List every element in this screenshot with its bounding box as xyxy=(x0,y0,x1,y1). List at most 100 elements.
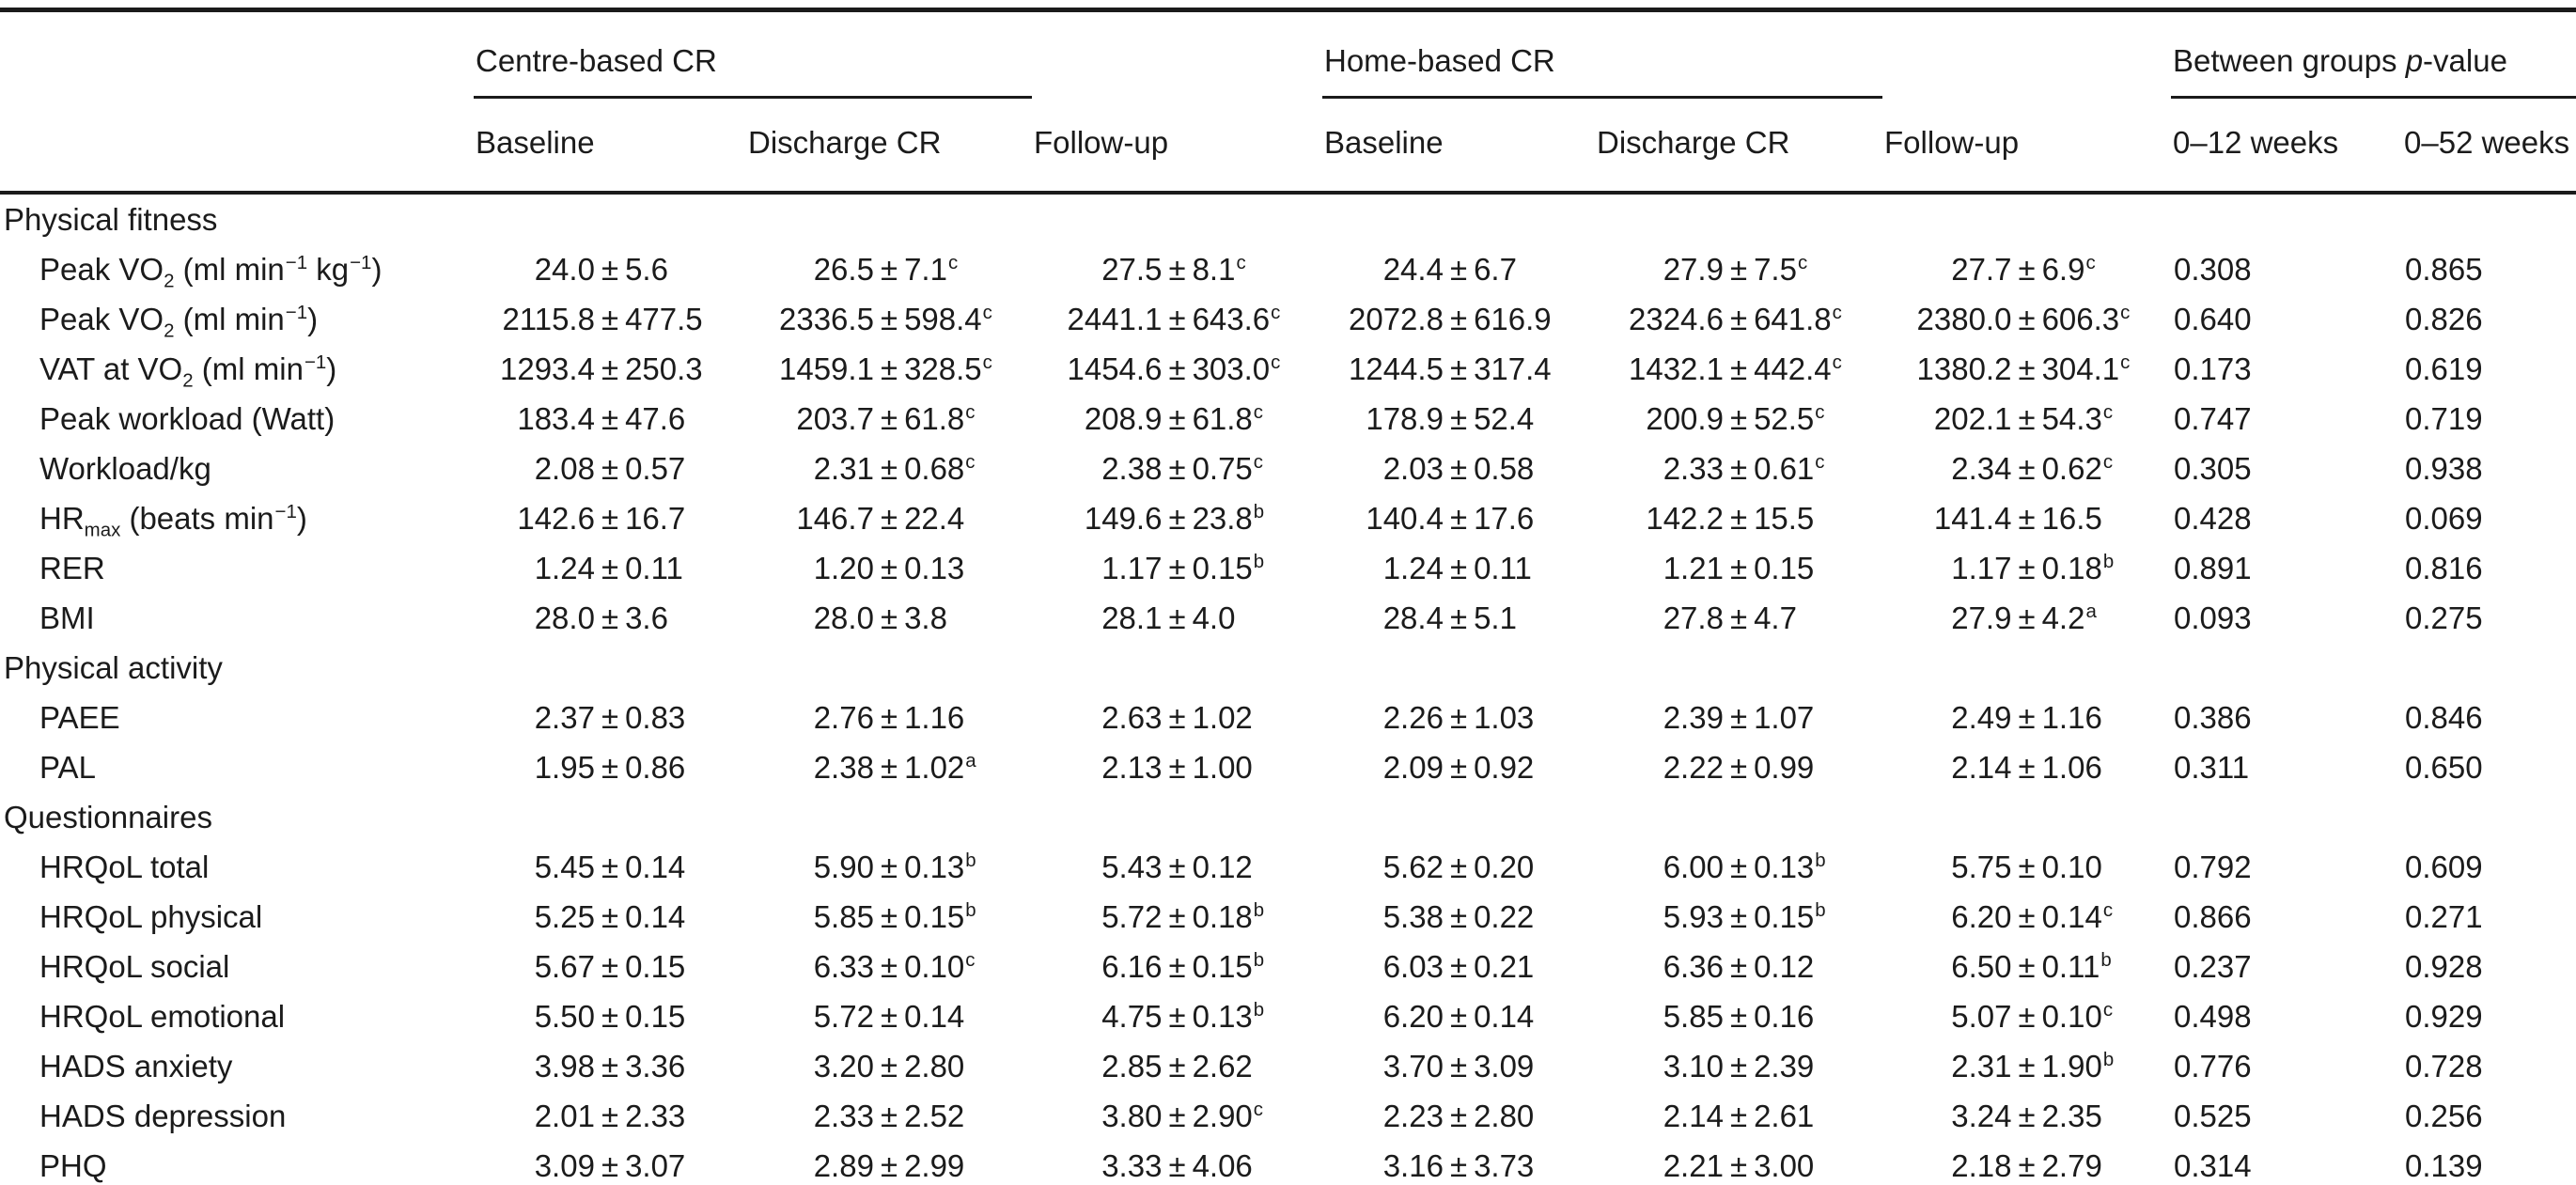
value-cell: 24.4 ±6.7 xyxy=(1382,251,1517,287)
p-value-cell: 0.938 xyxy=(2405,450,2483,486)
col-header-centre-followup: Follow-up xyxy=(1032,99,1322,195)
value-cell: 2336.5 ±598.4c xyxy=(779,301,992,336)
value-cell: 2.37 ±0.83 xyxy=(534,699,686,735)
value-cell: 6.36 ±0.12 xyxy=(1663,948,1815,984)
group-header-gap xyxy=(1882,10,2171,100)
value-cell: 142.6 ±16.7 xyxy=(517,500,686,536)
value-cell: 28.1 ±4.0 xyxy=(1101,600,1236,635)
value-cell: 1454.6 ±303.0c xyxy=(1067,351,1281,386)
value-cell: 3.09 ±3.07 xyxy=(534,1147,686,1183)
value-cell: 2.14 ±2.61 xyxy=(1663,1098,1815,1133)
row-label: Peak workload (Watt) xyxy=(39,400,336,436)
p-value-cell: 0.928 xyxy=(2405,948,2483,984)
value-cell: 2.08 ±0.57 xyxy=(534,450,686,486)
between-groups-header-label: Between groups p-value xyxy=(2171,43,2576,99)
value-cell: 142.2 ±15.5 xyxy=(1646,500,1815,536)
value-cell: 146.7 ±22.4 xyxy=(796,500,965,536)
value-cell: 27.8 ±4.7 xyxy=(1663,600,1797,635)
col-header-home-followup: Follow-up xyxy=(1882,99,2172,195)
value-cell: 149.6 ±23.8b xyxy=(1084,500,1265,536)
value-cell: 2.01 ±2.33 xyxy=(534,1098,686,1133)
table-row: Workload/kg 2.08 ±0.57 2.31 ±0.68c 2.38 ±0.75c… xyxy=(0,444,2576,493)
p-value-cell: 0.173 xyxy=(2174,351,2252,386)
p-value-cell: 0.826 xyxy=(2405,301,2483,336)
value-cell: 27.7 ±6.9c xyxy=(1951,251,2096,287)
p-value-cell: 0.865 xyxy=(2405,251,2483,287)
value-cell: 141.4 ±16.5 xyxy=(1933,500,2102,536)
row-label: HRQoL emotional xyxy=(39,998,286,1034)
table-row: PAL 1.95 ±0.86 2.38 ±1.02a 2.13 ±1.00 2.09 ±0.92… xyxy=(0,742,2576,792)
value-cell: 1.20 ±0.13 xyxy=(813,550,965,585)
col-header-p-0-52-weeks: 0–52 weeks xyxy=(2402,99,2576,195)
p-value-cell: 0.619 xyxy=(2405,351,2483,386)
col-header-home-discharge: Discharge CR xyxy=(1595,99,1883,195)
value-cell: 2380.0 ±606.3c xyxy=(1916,301,2131,336)
value-cell: 5.72 ±0.14 xyxy=(813,998,965,1034)
group-header-centre-cell: Centre-based CR xyxy=(474,10,1032,99)
value-cell: 1293.4 ±250.3 xyxy=(500,351,703,386)
row-label: HRQoL physical xyxy=(39,898,263,934)
table-row: HRmax (beats min−1) 142.6 ±16.7 146.7 ±22.4 1… xyxy=(0,493,2576,543)
table-row: BMI 28.0 ±3.6 28.0 ±3.8 28.1 ±4.0 28.4 ±5.1 27.8 ±… xyxy=(0,593,2576,643)
table-row: HADS anxiety 3.98 ±3.36 3.20 ±2.80 2.85 ±2.62 3… xyxy=(0,1041,2576,1091)
row-label: PAL xyxy=(39,749,96,785)
value-cell: 6.33 ±0.10c xyxy=(813,948,976,984)
value-cell: 5.72 ±0.18b xyxy=(1101,898,1265,934)
row-label: VAT at VO2 (ml min−1) xyxy=(39,351,337,392)
value-cell: 178.9 ±52.4 xyxy=(1366,400,1535,436)
row-label: PAEE xyxy=(39,699,120,735)
col-header-p-0-12-weeks: 0–12 weeks xyxy=(2171,99,2403,195)
value-cell: 2.23 ±2.80 xyxy=(1382,1098,1535,1133)
value-cell: 26.5 ±7.1c xyxy=(813,251,959,287)
value-cell: 3.98 ±3.36 xyxy=(534,1048,686,1084)
p-value-cell: 0.069 xyxy=(2405,500,2483,536)
row-label: Peak VO2 (ml min−1) xyxy=(39,301,319,342)
value-cell: 5.38 ±0.22 xyxy=(1382,898,1535,934)
p-value-cell: 0.747 xyxy=(2174,400,2252,436)
value-cell: 6.00 ±0.13b xyxy=(1663,849,1826,884)
p-value-cell: 0.275 xyxy=(2405,600,2483,635)
value-cell: 2.26 ±1.03 xyxy=(1382,699,1535,735)
value-cell: 5.43 ±0.12 xyxy=(1101,849,1253,884)
value-cell: 208.9 ±61.8c xyxy=(1084,400,1264,436)
col-header-centre-discharge: Discharge CR xyxy=(746,99,1032,195)
value-cell: 28.0 ±3.8 xyxy=(813,600,947,635)
table-row: HRQoL social 5.67 ±0.15 6.33 ±0.10c 6.16 ±0.15… xyxy=(0,942,2576,991)
column-header-row: Baseline Discharge CR Follow-up Baseline… xyxy=(0,99,2576,195)
value-cell: 5.07 ±0.10c xyxy=(1951,998,2114,1034)
value-cell: 27.9 ±4.2a xyxy=(1951,600,2097,635)
p-value-cell: 0.305 xyxy=(2174,450,2252,486)
p-value-cell: 0.650 xyxy=(2405,749,2483,785)
value-cell: 3.33 ±4.06 xyxy=(1101,1147,1253,1183)
value-cell: 2.21 ±3.00 xyxy=(1663,1147,1815,1183)
column-header-spacer xyxy=(0,99,474,195)
p-value-cell: 0.891 xyxy=(2174,550,2252,585)
value-cell: 28.0 ±3.6 xyxy=(534,600,668,635)
p-value-cell: 0.271 xyxy=(2405,898,2483,934)
value-cell: 28.4 ±5.1 xyxy=(1382,600,1517,635)
section-row: Questionnaires xyxy=(0,792,2576,842)
value-cell: 200.9 ±52.5c xyxy=(1646,400,1825,436)
table-row: Peak VO2 (ml min−1) 2115.8 ±477.5 2336.5 ±59… xyxy=(0,294,2576,344)
p-value-cell: 0.525 xyxy=(2174,1098,2252,1133)
value-cell: 6.16 ±0.15b xyxy=(1101,948,1265,984)
table-row: PAEE 2.37 ±0.83 2.76 ±1.16 2.63 ±1.02 2.26 ±1.03… xyxy=(0,693,2576,742)
value-cell: 4.75 ±0.13b xyxy=(1101,998,1265,1034)
value-cell: 5.75 ±0.10 xyxy=(1951,849,2102,884)
row-label: RER xyxy=(39,550,105,585)
value-cell: 5.93 ±0.15b xyxy=(1663,898,1826,934)
value-cell: 2.38 ±0.75c xyxy=(1101,450,1264,486)
p-value-cell: 0.311 xyxy=(2174,749,2250,785)
table-row: VAT at VO2 (ml min−1) 1293.4 ±250.3 1459.1 ±… xyxy=(0,344,2576,394)
p-value-cell: 0.498 xyxy=(2174,998,2252,1034)
col-header-home-baseline: Baseline xyxy=(1322,99,1595,195)
value-cell: 2.22 ±0.99 xyxy=(1663,749,1815,785)
p-value-cell: 0.792 xyxy=(2174,849,2252,884)
value-cell: 1459.1 ±328.5c xyxy=(779,351,992,386)
p-value-cell: 0.386 xyxy=(2174,699,2252,735)
value-cell: 1.24 ±0.11 xyxy=(1382,550,1532,585)
value-cell: 2.76 ±1.16 xyxy=(813,699,965,735)
value-cell: 2.85 ±2.62 xyxy=(1101,1048,1253,1084)
table-row: PHQ 3.09 ±3.07 2.89 ±2.99 3.33 ±4.06 3.16 ±3.73 2… xyxy=(0,1141,2576,1185)
